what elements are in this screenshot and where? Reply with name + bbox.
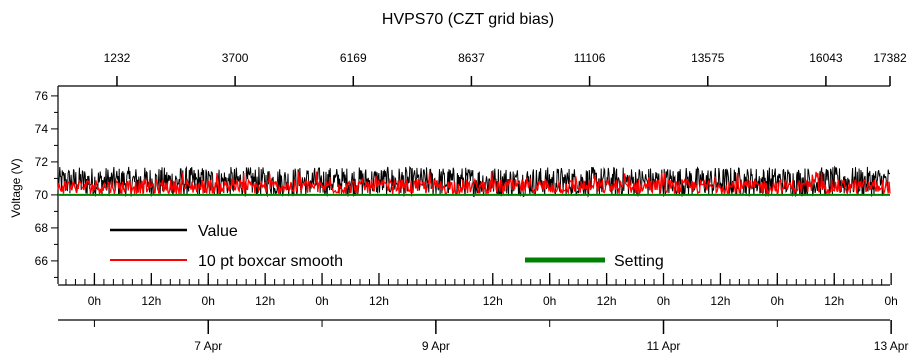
y-tick-label: 74 bbox=[35, 122, 49, 136]
top-tick-label: 1232 bbox=[104, 51, 131, 65]
series-value-line bbox=[57, 165, 891, 198]
time-tick-label: 0h bbox=[543, 294, 556, 308]
top-tick-label: 6169 bbox=[340, 51, 367, 65]
legend-smooth-label: 10 pt boxcar smooth bbox=[198, 253, 343, 270]
time-tick-label: 12h bbox=[597, 294, 617, 308]
y-tick-label: 68 bbox=[35, 221, 49, 235]
y-tick-label: 72 bbox=[35, 155, 49, 169]
series-smooth-line bbox=[57, 171, 891, 196]
date-tick-label: 13 Apr bbox=[874, 339, 909, 353]
date-axis-ticks: 7 Apr 9 Apr 11 Apr 13 Apr bbox=[93, 320, 909, 353]
time-tick-label: 0h bbox=[771, 294, 784, 308]
top-axis-ticks: 1232 3700 6169 8637 11106 13575 16043 17382 bbox=[104, 51, 907, 86]
top-tick-label: 11106 bbox=[574, 51, 606, 65]
top-tick-label: 3700 bbox=[222, 51, 249, 65]
time-tick-label: 0h bbox=[315, 294, 328, 308]
y-tick-label: 70 bbox=[35, 188, 49, 202]
y-axis-label: Voltage (V) bbox=[9, 158, 23, 217]
legend: Value 10 pt boxcar smooth Setting bbox=[110, 223, 664, 270]
time-axis-ticks: 0h 12h 0h 12h 0h 12h 12h 0h 12h 0h 12h 0h 12h 0h bbox=[65, 273, 898, 308]
y-tick-label: 76 bbox=[35, 89, 49, 103]
series-value bbox=[57, 165, 891, 198]
date-tick-label: 11 Apr bbox=[647, 339, 681, 353]
top-tick-label: 13575 bbox=[691, 51, 725, 65]
time-tick-label: 12h bbox=[141, 294, 161, 308]
time-tick-label: 0h bbox=[202, 294, 215, 308]
date-tick-label: 7 Apr bbox=[194, 339, 222, 353]
time-tick-label: 12h bbox=[824, 294, 844, 308]
legend-setting-label: Setting bbox=[614, 253, 664, 270]
chart-title: HVPS70 (CZT grid bias) bbox=[382, 11, 554, 28]
top-tick-label: 17382 bbox=[873, 51, 907, 65]
time-tick-label: 12h bbox=[255, 294, 275, 308]
time-tick-label: 12h bbox=[710, 294, 730, 308]
top-tick-label: 16043 bbox=[809, 51, 843, 65]
series-smooth bbox=[57, 171, 891, 196]
plot-area: 66 68 70 72 74 76 Voltage (V) bbox=[9, 86, 891, 284]
bottom-axis: 0h 12h 0h 12h 0h 12h 12h 0h 12h 0h 12h 0h 12h 0h 7 Ap… bbox=[58, 273, 908, 353]
top-tick-label: 8637 bbox=[458, 51, 485, 65]
legend-value-label: Value bbox=[198, 223, 238, 240]
date-tick-label: 9 Apr bbox=[422, 339, 450, 353]
top-axis: 1232 3700 6169 8637 11106 13575 16043 17382 bbox=[58, 51, 907, 87]
time-tick-label: 0h bbox=[884, 294, 897, 308]
time-tick-label: 0h bbox=[88, 294, 101, 308]
time-tick-label: 12h bbox=[369, 294, 389, 308]
y-axis-ticks: 66 68 70 72 74 76 bbox=[35, 89, 58, 278]
time-tick-label: 12h bbox=[483, 294, 503, 308]
time-tick-label: 0h bbox=[657, 294, 670, 308]
y-tick-label: 66 bbox=[35, 254, 49, 268]
